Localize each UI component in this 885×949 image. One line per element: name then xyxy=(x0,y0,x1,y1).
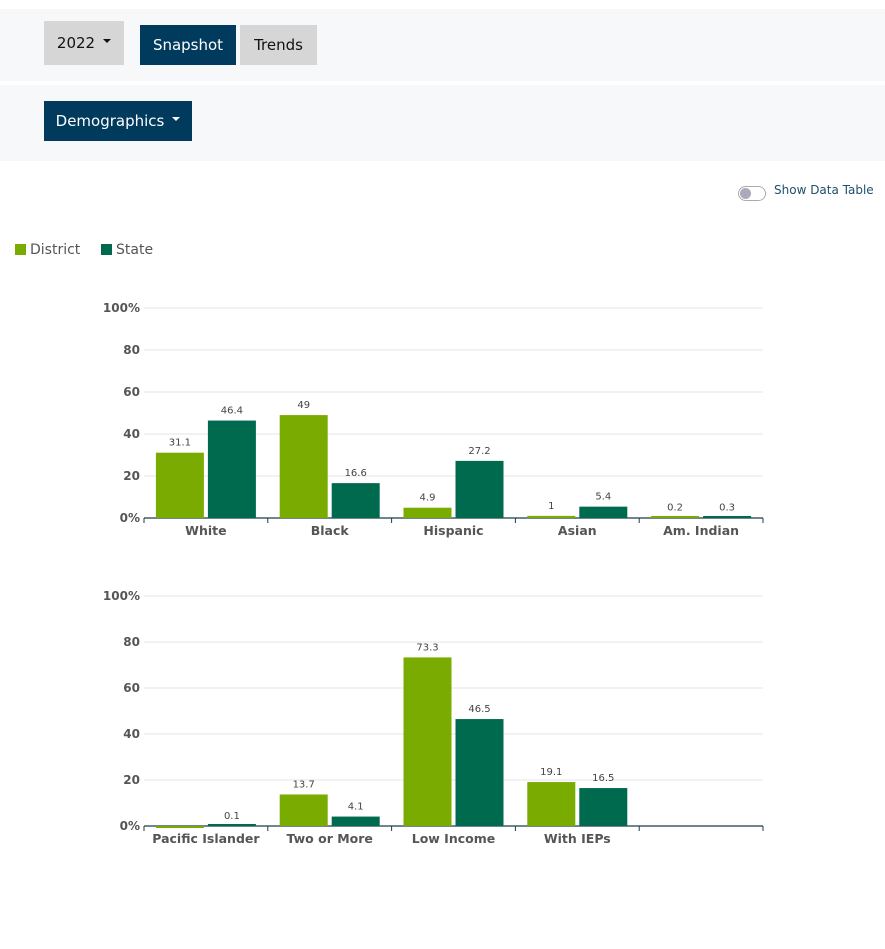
y-tick-label: 40 xyxy=(123,427,140,441)
value-label: 13.7 xyxy=(293,779,315,790)
value-label: 4.9 xyxy=(420,493,436,504)
toggle-label: Show Data Table xyxy=(774,183,874,197)
bar xyxy=(155,452,204,518)
value-label: 46.5 xyxy=(468,704,490,715)
bar xyxy=(579,788,628,826)
value-label: 4.1 xyxy=(348,802,364,813)
y-tick-label: 20 xyxy=(123,469,140,483)
bar xyxy=(579,506,628,518)
y-tick-label: 40 xyxy=(123,727,140,741)
y-tick-label: 60 xyxy=(123,385,140,399)
bar xyxy=(331,816,380,826)
filter-dropdown[interactable]: Demographics xyxy=(44,101,192,141)
value-label: 19.1 xyxy=(540,767,562,778)
y-tick-label: 60 xyxy=(123,681,140,695)
bar xyxy=(207,420,256,518)
bar xyxy=(331,483,380,518)
value-label: 16.6 xyxy=(345,468,367,479)
value-label: 0.2 xyxy=(667,503,683,514)
value-label: 27.2 xyxy=(468,446,490,457)
bar xyxy=(403,507,452,518)
filter-label: Demographics xyxy=(55,112,165,130)
toggle[interactable] xyxy=(738,186,766,201)
year-dropdown[interactable]: 2022 xyxy=(44,21,124,65)
bar xyxy=(403,657,452,826)
legend-swatch xyxy=(101,244,112,255)
x-tick-label: Two or More xyxy=(286,831,372,846)
y-tick-label: 100% xyxy=(103,301,140,315)
x-tick-label: Black xyxy=(311,523,350,538)
y-tick-label: 100% xyxy=(103,589,140,603)
x-tick-label: Low Income xyxy=(412,831,496,846)
caret xyxy=(103,39,112,43)
y-tick-label: 0% xyxy=(120,819,140,833)
legend-label: District xyxy=(30,242,81,258)
value-label: 1 xyxy=(548,501,554,512)
x-tick-label: Am. Indian xyxy=(663,523,739,538)
year-label: 2022 xyxy=(56,34,96,52)
bar xyxy=(455,719,504,826)
value-label: 46.4 xyxy=(221,406,243,417)
x-tick-label: Hispanic xyxy=(423,523,483,538)
bar xyxy=(207,824,256,826)
legend-label: State xyxy=(116,242,153,258)
view-button[interactable]: Trends xyxy=(240,25,317,65)
bar xyxy=(527,515,576,518)
x-tick-label: White xyxy=(185,523,226,538)
value-label: 73.3 xyxy=(416,642,438,653)
bar xyxy=(703,516,752,518)
x-tick-label: Asian xyxy=(558,523,597,538)
y-tick-label: 80 xyxy=(123,635,140,649)
value-label: 5.4 xyxy=(595,492,611,503)
bar xyxy=(651,516,700,518)
bar xyxy=(279,794,328,826)
bar xyxy=(527,782,576,826)
value-label: 49 xyxy=(297,400,310,411)
x-tick-label: Pacific Islander xyxy=(152,831,260,846)
view-button[interactable]: Snapshot xyxy=(140,25,236,65)
y-tick-label: 80 xyxy=(123,343,140,357)
y-tick-label: 20 xyxy=(123,773,140,787)
bar xyxy=(155,826,204,828)
y-tick-label: 0% xyxy=(120,511,140,525)
caret xyxy=(172,117,181,121)
value-label: 31.1 xyxy=(169,438,191,449)
bar xyxy=(279,415,328,518)
value-label: 0.1 xyxy=(224,811,240,822)
x-tick-label: With IEPs xyxy=(544,831,611,846)
value-label: 0.3 xyxy=(719,502,735,513)
bar xyxy=(455,460,504,518)
legend-swatch xyxy=(15,244,26,255)
value-label: 16.5 xyxy=(592,773,614,784)
toggle-knob xyxy=(740,188,751,199)
